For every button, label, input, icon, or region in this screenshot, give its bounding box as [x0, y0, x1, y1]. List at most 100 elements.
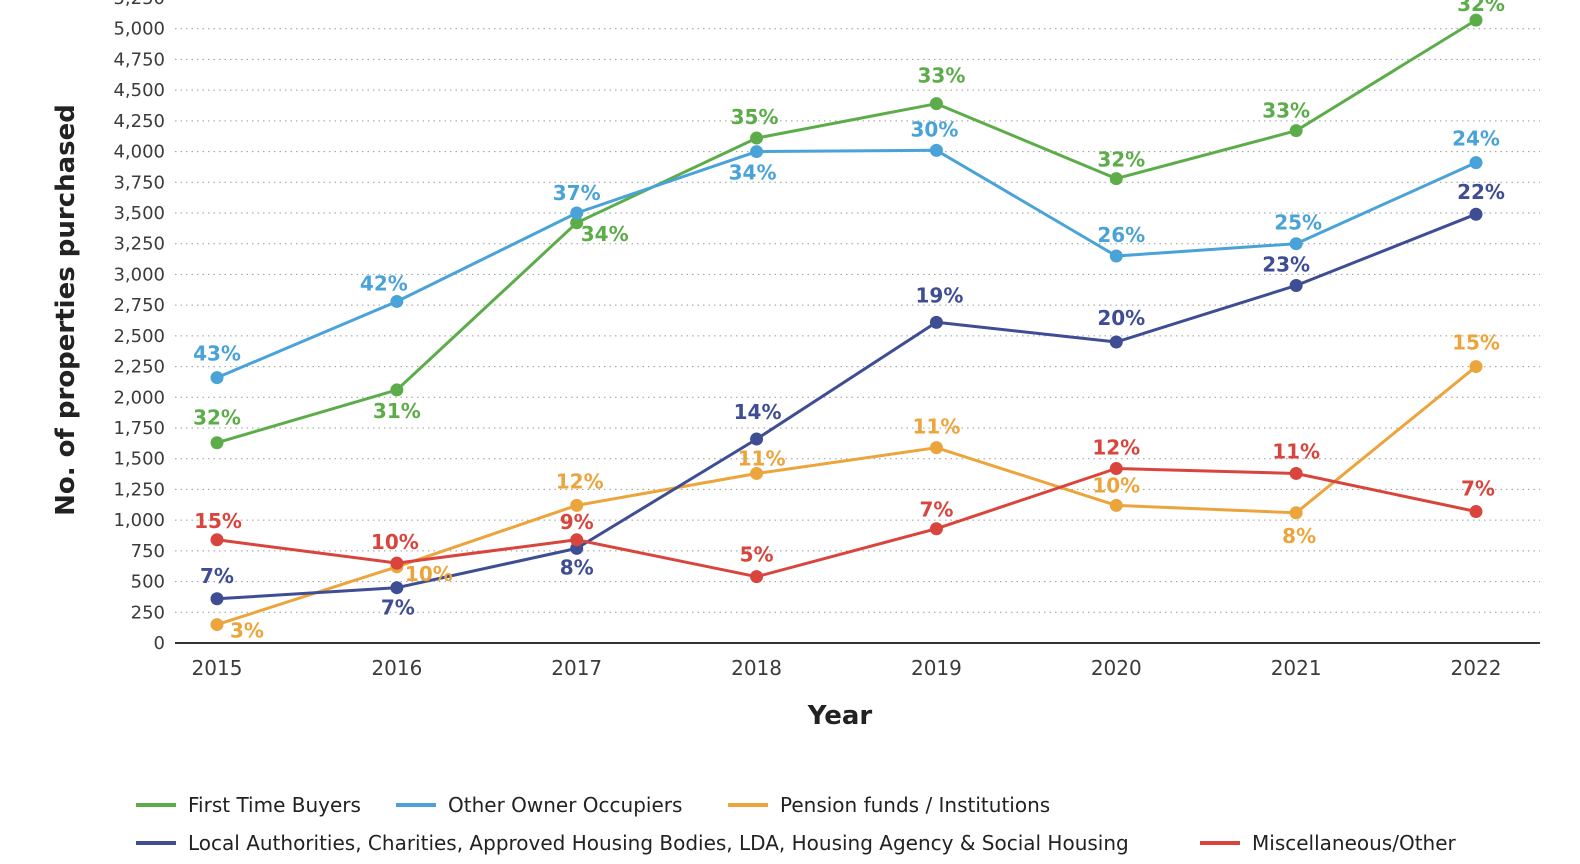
data-point [1289, 506, 1303, 520]
data-point [1109, 498, 1123, 512]
x-tick-label: 2019 [911, 656, 962, 680]
legend-label: Other Owner Occupiers [448, 793, 682, 817]
legend-item: First Time Buyers [136, 793, 361, 817]
y-tick-label: 5,250 [113, 0, 165, 9]
data-point [1109, 249, 1123, 263]
y-tick-label: 2,000 [113, 387, 165, 408]
data-label: 7% [919, 498, 953, 522]
y-tick-label: 1,500 [113, 449, 165, 470]
data-point [1469, 360, 1483, 374]
data-label: 30% [910, 117, 958, 141]
data-label: 15% [194, 509, 242, 533]
y-tick-label: 2,250 [113, 357, 165, 378]
legend: First Time Buyers Other Owner Occupiers Pe… [136, 793, 1457, 855]
data-label: 3% [230, 619, 264, 643]
y-tick-label: 3,000 [113, 264, 165, 285]
data-point [210, 371, 224, 385]
legend-label: First Time Buyers [188, 793, 361, 817]
series-line [216, 18, 1477, 445]
data-point [570, 533, 584, 547]
y-tick-label: 1,750 [113, 418, 165, 439]
data-point [1289, 124, 1303, 138]
data-label: 8% [560, 555, 594, 579]
y-tick-label: 250 [131, 602, 165, 623]
data-label: 8% [1282, 524, 1316, 548]
data-point [929, 522, 943, 536]
data-label: 23% [1262, 252, 1310, 276]
data-label: 7% [200, 564, 234, 588]
series-line [216, 148, 1477, 379]
data-point [1109, 172, 1123, 186]
data-point [1469, 505, 1483, 519]
data-point [210, 618, 224, 632]
series-group [210, 13, 1483, 632]
legend-label: Miscellaneous/Other [1252, 831, 1457, 855]
data-point [1289, 278, 1303, 292]
x-tick-label: 2016 [371, 656, 422, 680]
data-point [210, 533, 224, 547]
y-tick-label: 4,500 [113, 80, 165, 101]
y-tick-label: 500 [131, 572, 165, 593]
data-label: 35% [731, 105, 779, 129]
data-label: 32% [1097, 148, 1145, 172]
data-point [390, 556, 404, 570]
data-labels: 32% 31% 34% 35% 33% 32% 33% 32% 43% 42% 37% 34% 30% 2… [193, 0, 1505, 643]
y-tick-label: 4,250 [113, 111, 165, 132]
data-point [1289, 466, 1303, 480]
x-tick-label: 2017 [551, 656, 602, 680]
y-tick-label: 4,750 [113, 49, 165, 70]
x-tick-label: 2021 [1271, 656, 1322, 680]
data-label: 31% [373, 399, 421, 423]
series-line [216, 365, 1477, 627]
data-label: 34% [729, 161, 777, 185]
data-point [929, 441, 943, 455]
legend-item: Pension funds / Institutions [728, 793, 1050, 817]
y-tick-label: 5,000 [113, 19, 165, 40]
y-axis-title: No. of properties purchased [51, 104, 81, 516]
data-label: 12% [556, 469, 604, 493]
data-label: 32% [1457, 0, 1505, 16]
data-label: 11% [738, 446, 786, 470]
data-label: 33% [1262, 99, 1310, 123]
x-tick-label: 2020 [1091, 656, 1142, 680]
data-label: 43% [193, 342, 241, 366]
data-label: 22% [1457, 180, 1505, 204]
data-label: 34% [581, 222, 629, 246]
data-label: 15% [1452, 331, 1500, 355]
data-label: 26% [1097, 223, 1145, 247]
legend-item: Other Owner Occupiers [396, 793, 682, 817]
data-label: 19% [915, 283, 963, 307]
data-point [210, 592, 224, 606]
data-label: 7% [1461, 477, 1495, 501]
data-label: 32% [193, 406, 241, 430]
data-point [750, 432, 764, 446]
y-tick-label: 0 [154, 633, 165, 654]
y-tick-label: 3,750 [113, 172, 165, 193]
data-point [1469, 207, 1483, 221]
series-line [216, 212, 1477, 601]
legend-label: Pension funds / Institutions [780, 793, 1050, 817]
y-tick-label: 2,500 [113, 326, 165, 347]
x-tick-label: 2022 [1451, 656, 1502, 680]
data-label: 11% [912, 415, 960, 439]
data-point [750, 131, 764, 145]
data-label: 20% [1097, 306, 1145, 330]
legend-item: Miscellaneous/Other [1200, 831, 1457, 855]
x-tick-label: 2018 [731, 656, 782, 680]
data-point [390, 294, 404, 308]
data-label: 10% [405, 562, 453, 586]
data-label: 24% [1452, 127, 1500, 151]
x-axis-ticks: 2015 2016 2017 2018 2019 2020 2021 2022 [192, 656, 1502, 680]
data-label: 25% [1274, 211, 1322, 235]
data-label: 10% [371, 530, 419, 554]
data-point [929, 97, 943, 111]
data-point [570, 206, 584, 220]
data-point [750, 570, 764, 584]
data-label: 9% [560, 510, 594, 534]
data-label: 14% [734, 400, 782, 424]
data-label: 7% [381, 596, 415, 620]
data-point [750, 145, 764, 159]
data-point [390, 581, 404, 595]
y-tick-label: 750 [131, 541, 165, 562]
